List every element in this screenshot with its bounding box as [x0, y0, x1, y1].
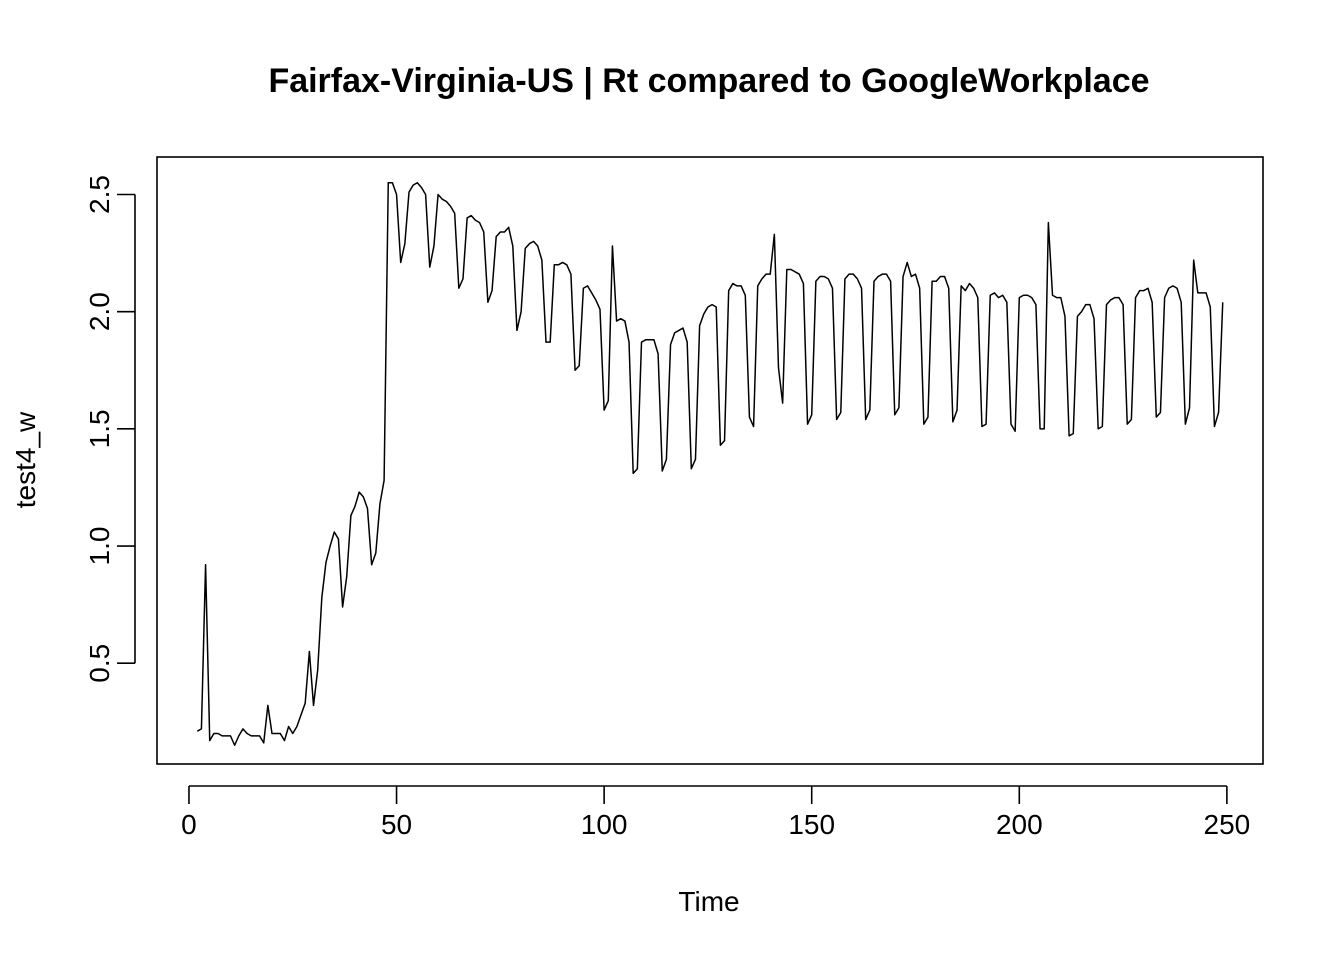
- y-tick-label: 2.0: [84, 292, 115, 331]
- y-tick-label: 2.5: [84, 175, 115, 214]
- plot-frame: [156, 156, 1264, 765]
- y-axis: 0.5 1.0 1.5 2.0 2.5: [84, 175, 136, 683]
- x-tick-label: 100: [581, 809, 628, 840]
- y-tick-label: 1.0: [84, 527, 115, 566]
- x-tick-label: 50: [381, 809, 412, 840]
- x-tick-label: 150: [788, 809, 835, 840]
- x-axis: 0 50 100 150 200 250: [181, 785, 1251, 840]
- chart-title: Fairfax-Virginia-US | Rt compared to Goo…: [268, 62, 1149, 100]
- y-axis-label: test4_w: [10, 411, 41, 508]
- y-tick-label: 0.5: [84, 644, 115, 683]
- y-tick-label: 1.5: [84, 409, 115, 448]
- x-tick-label: 250: [1204, 809, 1251, 840]
- x-tick-label: 0: [181, 809, 197, 840]
- x-tick-label: 200: [996, 809, 1043, 840]
- series-line: [196, 182, 1224, 746]
- x-axis-label: Time: [678, 886, 739, 917]
